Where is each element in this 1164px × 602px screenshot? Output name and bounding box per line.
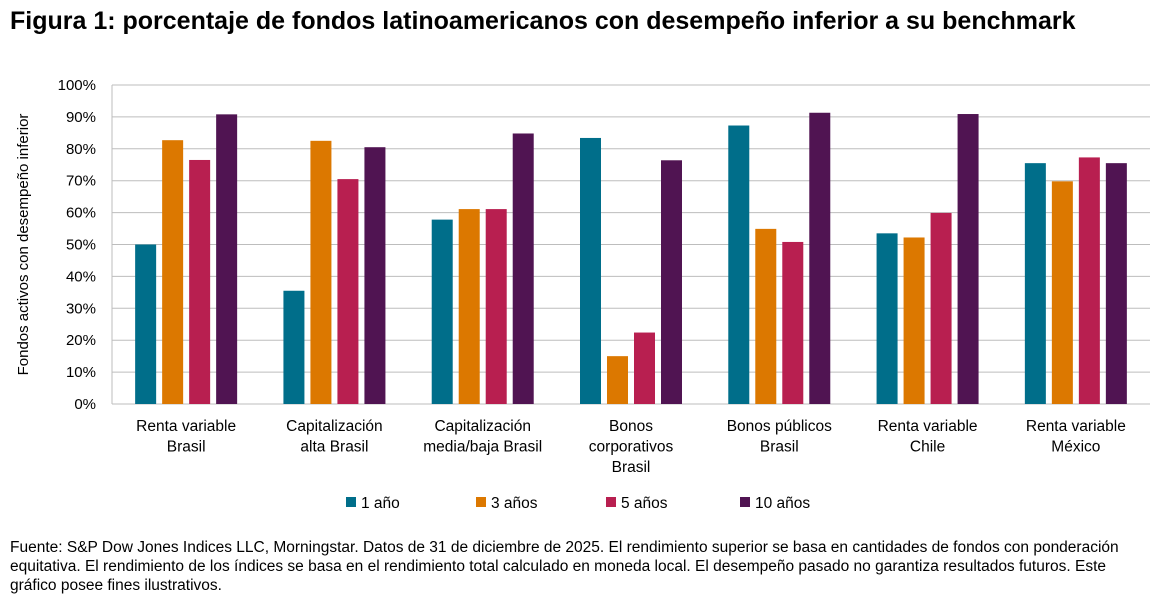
y-tick-label: 50% [66,237,96,254]
legend-swatch [346,497,356,507]
x-tick-label: Capitalización [434,418,531,435]
bar-10-años [957,114,979,405]
bar-10-años [364,147,386,404]
bar-10-años [216,114,238,405]
y-tick-label: 0% [74,396,96,413]
bar-10-años [661,160,682,404]
legend-swatch [606,497,616,507]
bar-1-año [135,244,157,404]
bar-5-años [337,179,359,404]
legend-label: 5 años [621,495,668,512]
x-tick-label: Brasil [167,439,206,456]
bar-3-años [755,228,777,404]
y-axis-label: Fondos activos con desempeño inferior [15,114,32,376]
legend-label: 3 años [491,495,538,512]
bar-1-año [431,219,453,404]
bar-3-años [607,356,628,404]
bar-1-año [580,137,601,405]
bar-10-años [512,133,534,404]
bar-1-año [876,233,898,404]
bar-1-año [1024,163,1046,404]
y-tick-label: 90% [66,109,96,126]
bar-3-años [903,237,925,404]
legend-label: 10 años [755,495,810,512]
y-tick-label: 40% [66,268,96,285]
legend-label: 1 año [361,495,400,512]
x-tick-label: Renta variable [1026,418,1126,435]
bar-5-años [485,209,507,404]
source-note: Fuente: S&P Dow Jones Indices LLC, Morni… [10,539,1119,594]
y-tick-label: 70% [66,173,96,190]
bar-3-años [310,140,332,404]
x-tick-label: Renta variable [878,418,978,435]
y-tick-label: 100% [58,77,96,94]
bar-1-año [728,125,750,404]
bar-10-años [1105,163,1127,404]
x-tick-label: Chile [910,439,945,456]
x-tick-label: Renta variable [136,418,236,435]
legend-swatch [740,497,750,507]
bar-5-años [1078,157,1100,404]
x-tick-label: Brasil [612,459,651,476]
x-tick-label: media/baja Brasil [423,439,542,456]
x-tick-label: Brasil [760,439,799,456]
x-tick-label: Capitalización [286,418,383,435]
bar-5-años [189,159,211,404]
bar-10-años [809,112,831,405]
y-tick-label: 60% [66,205,96,222]
y-tick-label: 10% [66,364,96,381]
bar-3-años [162,140,184,404]
bar-chart: 0% 10% 20% 30% 40% 50% 60% 70% 80% 90% 100% Fondos … [15,77,1150,512]
x-tick-label: corporativos [589,439,674,456]
bar-5-años [930,212,952,404]
x-tick-label: alta Brasil [300,439,368,456]
y-tick-label: 30% [66,300,96,317]
x-tick-label: Bonos [609,418,653,435]
legend-swatch [476,497,486,507]
bar-5-años [634,332,655,404]
x-tick-label: México [1051,439,1100,456]
x-tick-label: Bonos públicos [727,418,832,435]
y-tick-label: 20% [66,332,96,349]
bar-5-años [782,241,804,404]
chart-title: Figura 1: porcentaje de fondos latinoame… [10,7,1076,35]
bar-3-años [458,209,480,404]
bar-1-año [283,290,305,404]
bar-3-años [1051,181,1073,404]
y-tick-label: 80% [66,141,96,158]
